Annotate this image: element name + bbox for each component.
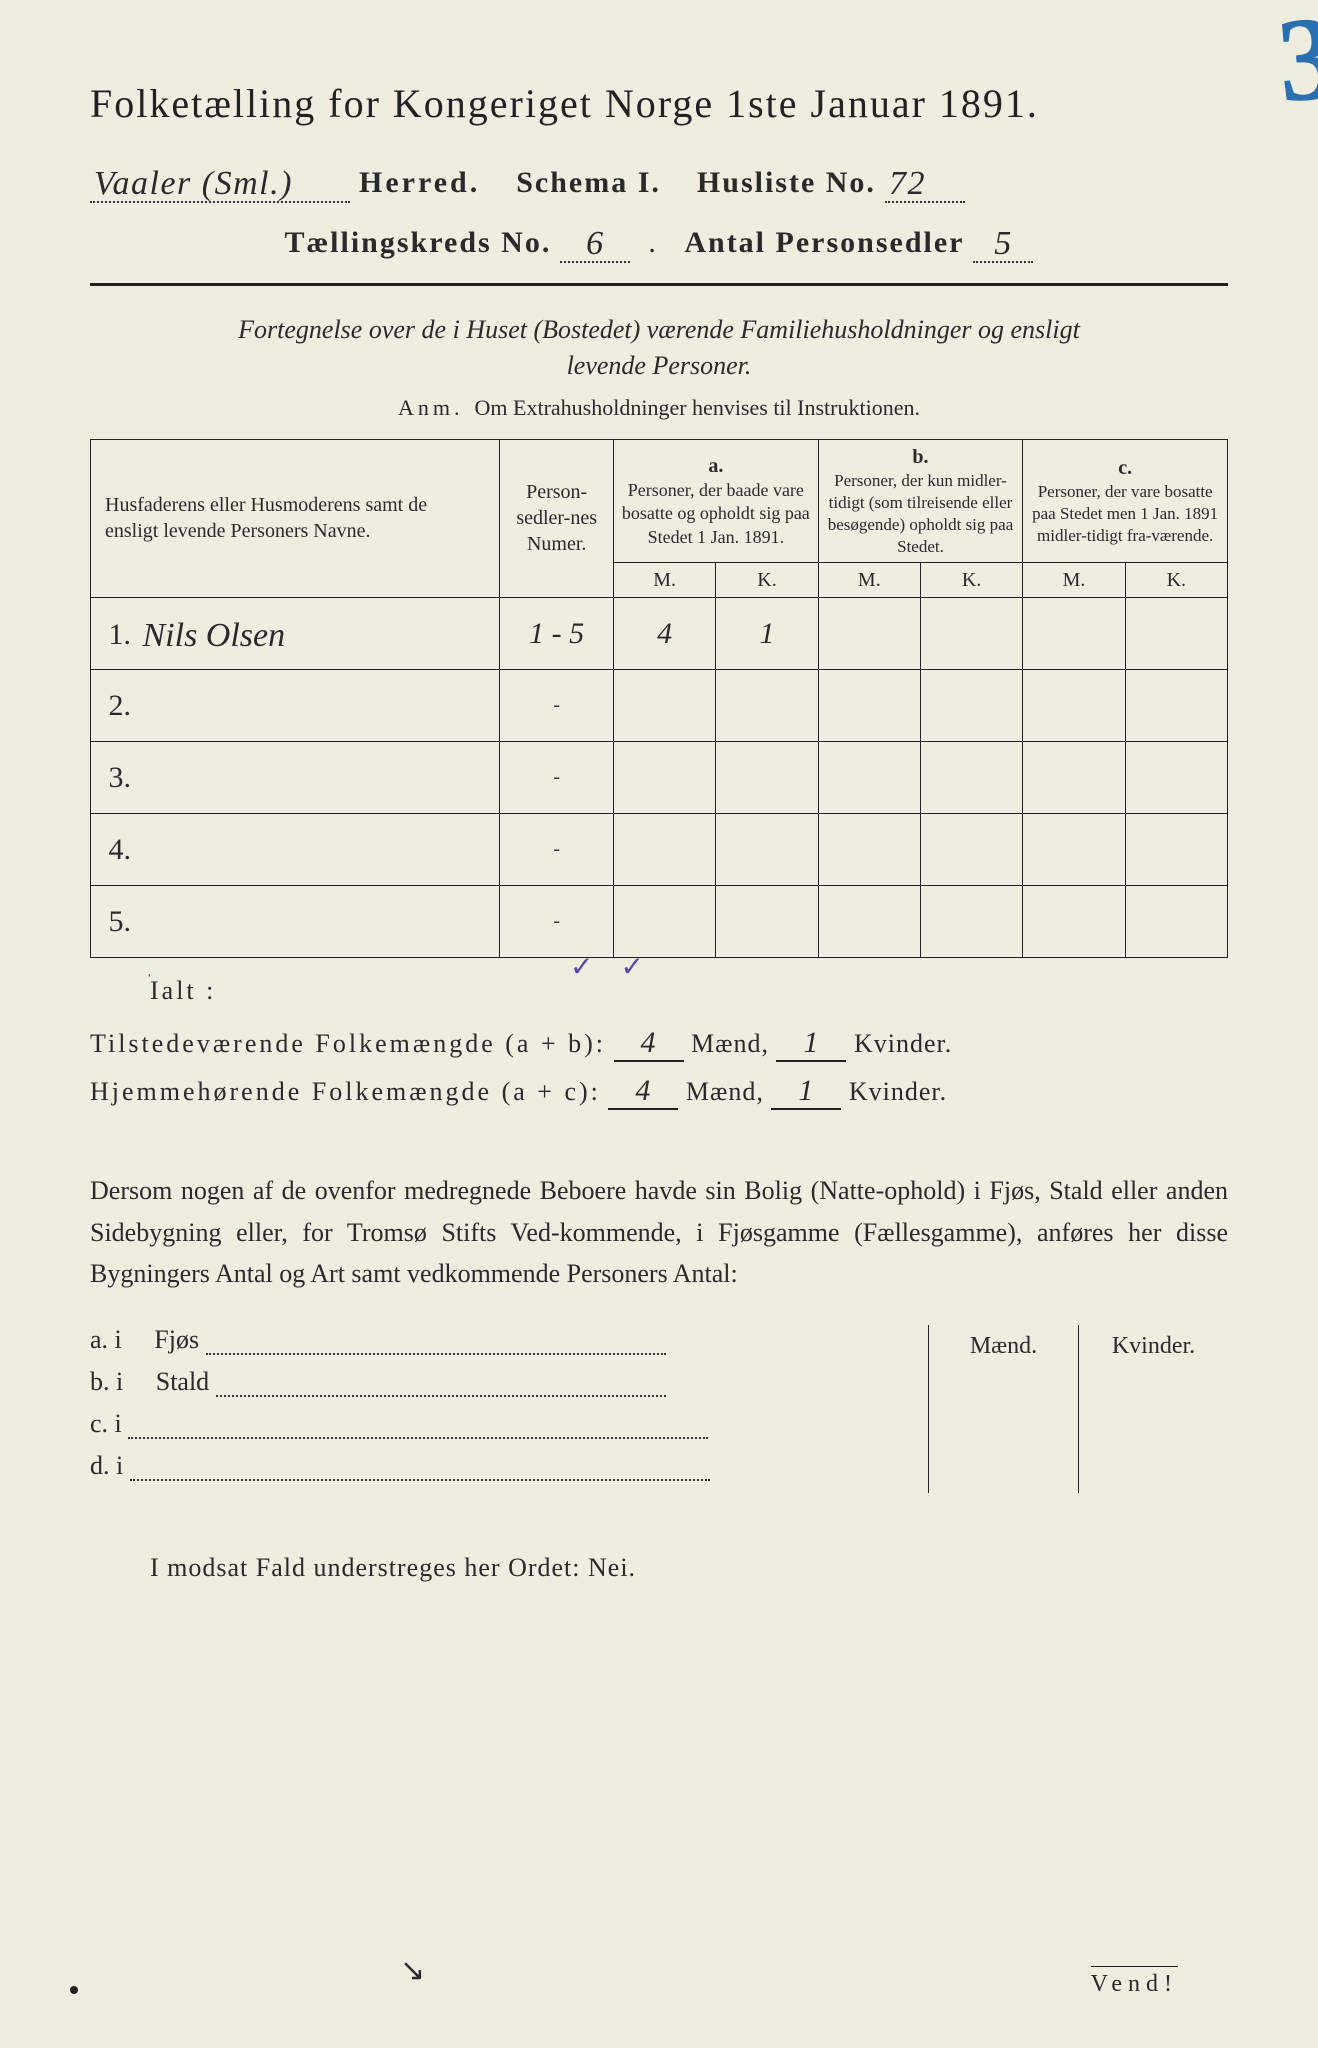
cell-a-k: 1	[759, 617, 774, 650]
anm-label: Anm.	[398, 395, 464, 420]
building-mk-columns: Mænd. Kvinder.	[928, 1325, 1228, 1493]
divider-rule	[90, 283, 1228, 286]
present-m-value: 4	[641, 1026, 657, 1059]
row-number: 1.	[101, 618, 131, 652]
th-col-c: c. Personer, der vare bosatte paa Stedet…	[1023, 439, 1228, 562]
person-label: Antal Personsedler	[684, 226, 964, 259]
nei-line: I modsat Fald understreges her Ordet: Ne…	[90, 1553, 1228, 1583]
th-b-m: M.	[818, 563, 920, 598]
cell-b-m	[818, 598, 920, 670]
red-mark-icon: '	[148, 972, 154, 988]
mk-kvinder-header: Kvinder.	[1079, 1325, 1228, 1493]
husliste-label: Husliste No.	[697, 166, 876, 199]
row-num-dash	[500, 886, 614, 958]
building-row-text: Fjøs	[154, 1325, 199, 1354]
present-label: Tilstedeværende Folkemængde (a + b):	[90, 1029, 606, 1058]
header-line-herred: Vaaler (Sml.) Herred. Schema I. Husliste…	[90, 163, 1228, 203]
maend-label: Mænd,	[691, 1029, 769, 1058]
form-subtitle: Fortegnelse over de i Huset (Bostedet) v…	[90, 312, 1228, 385]
kvinder-label: Kvinder.	[854, 1029, 952, 1058]
maend-label: Mænd,	[686, 1077, 764, 1106]
building-row-label: b. i	[90, 1367, 123, 1396]
kreds-label: Tællingskreds No.	[285, 226, 552, 259]
census-table: Husfaderens eller Husmoderens samt de en…	[90, 439, 1228, 958]
row-num-value: 1 - 5	[529, 617, 584, 650]
th-a-m: M.	[614, 563, 716, 598]
header-line-kreds: Tællingskreds No. 6 . Antal Personsedler…	[90, 223, 1228, 263]
row-num-dash	[500, 814, 614, 886]
building-rows: a. i Fjøs b. i Stald c. i d. i	[90, 1325, 928, 1493]
kvinder-label: Kvinder.	[849, 1077, 947, 1106]
row-number: 3.	[101, 761, 131, 795]
table-row: 4.	[91, 814, 1228, 886]
th-c-m: M.	[1023, 563, 1125, 598]
building-row-label: c. i	[90, 1409, 122, 1438]
building-table: a. i Fjøs b. i Stald c. i d. i Mænd. Kvi…	[90, 1325, 1228, 1493]
table-row: 5.	[91, 886, 1228, 958]
cell-c-m	[1023, 598, 1125, 670]
building-row: d. i	[90, 1451, 928, 1481]
anm-text: Om Extrahusholdninger henvises til Instr…	[475, 395, 920, 420]
home-m-value: 4	[635, 1074, 651, 1107]
vend-label: Vend!	[1091, 1966, 1178, 1998]
ialt-label: Ialt :	[150, 976, 216, 1005]
corner-dot-icon	[70, 1986, 78, 1994]
th-a-k: K.	[716, 563, 818, 598]
building-row: c. i	[90, 1409, 928, 1439]
table-row: 3.	[91, 742, 1228, 814]
building-row-label: d. i	[90, 1451, 123, 1480]
cell-b-k	[920, 598, 1022, 670]
row-name-value: Nils Olsen	[139, 617, 290, 655]
arrow-mark-icon: ↘	[400, 1953, 425, 1988]
subtitle-line2: levende Personer.	[567, 351, 752, 380]
totals-home: Hjemmehørende Folkemængde (a + c): 4 Mæn…	[90, 1074, 1228, 1110]
th-col-a: a. Personer, der baade vare bosatte og o…	[614, 439, 819, 562]
building-row: b. i Stald	[90, 1367, 928, 1397]
schema-label: Schema I.	[516, 166, 661, 199]
page-title: Folketælling for Kongeriget Norge 1ste J…	[90, 80, 1228, 127]
table-row: 2.	[91, 670, 1228, 742]
subtitle-line1: Fortegnelse over de i Huset (Bostedet) v…	[238, 315, 1080, 344]
cell-c-k	[1125, 598, 1227, 670]
row-num-dash	[500, 742, 614, 814]
ialt-row: ' ✓ ✓ Ialt :	[150, 976, 1228, 1006]
th-col-b: b. Personer, der kun midler-tidigt (som …	[818, 439, 1023, 562]
th-b-k: K.	[920, 563, 1022, 598]
building-row: a. i Fjøs	[90, 1325, 928, 1355]
row-number: 2.	[101, 689, 131, 723]
th-name: Husfaderens eller Husmoderens samt de en…	[91, 439, 500, 597]
body-paragraph: Dersom nogen af de ovenfor medregnede Be…	[90, 1170, 1228, 1295]
row-number: 5.	[101, 905, 131, 939]
building-row-text: Stald	[156, 1367, 209, 1396]
row-num-dash	[500, 670, 614, 742]
annotation-line: Anm. Om Extrahusholdninger henvises til …	[90, 395, 1228, 421]
husliste-value: 72	[885, 165, 930, 203]
census-table-body: 1. Nils Olsen 1 - 5 4 1 2. 3	[91, 598, 1228, 958]
herred-label: Herred.	[359, 166, 480, 199]
building-row-label: a. i	[90, 1325, 122, 1354]
present-k-value: 1	[803, 1026, 819, 1059]
census-form-page: 3 Folketælling for Kongeriget Norge 1ste…	[0, 0, 1318, 2048]
cell-a-m: 4	[657, 617, 672, 650]
herred-value: Vaaler (Sml.)	[90, 165, 297, 203]
row-number: 4.	[101, 833, 131, 867]
th-c-k: K.	[1125, 563, 1227, 598]
kreds-value: 6	[582, 225, 609, 263]
violet-check-marks: ✓ ✓	[570, 950, 654, 984]
home-k-value: 1	[798, 1074, 814, 1107]
home-label: Hjemmehørende Folkemængde (a + c):	[90, 1077, 601, 1106]
table-row: 1. Nils Olsen 1 - 5 4 1	[91, 598, 1228, 670]
mk-maend-header: Mænd.	[929, 1325, 1079, 1493]
corner-page-number: 3	[1272, 0, 1318, 130]
totals-present: Tilstedeværende Folkemængde (a + b): 4 M…	[90, 1026, 1228, 1062]
person-value: 5	[990, 225, 1017, 263]
th-num: Person-sedler-nes Numer.	[500, 439, 614, 597]
